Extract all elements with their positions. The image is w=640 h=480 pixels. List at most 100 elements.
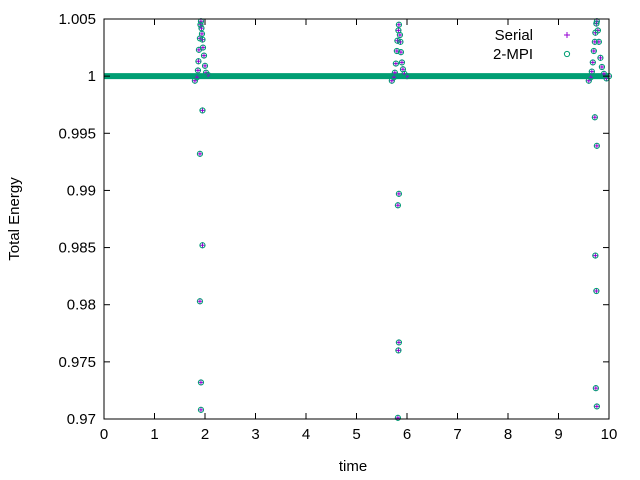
serial-point (590, 48, 597, 54)
mpi-point (197, 406, 205, 413)
y-tick-label: 0.995 (58, 125, 96, 142)
x-tick-label: 6 (403, 426, 411, 443)
y-tick-label: 0.98 (67, 297, 96, 314)
mpi-point (594, 27, 601, 34)
mpi-point (593, 20, 600, 27)
serial-point (196, 298, 203, 305)
serial-point (597, 54, 604, 61)
serial-point (593, 288, 600, 294)
legend-label-serial: Serial (495, 27, 533, 44)
x-axis-label: time (339, 458, 367, 475)
mpi-point (590, 47, 597, 55)
mpi-point (397, 49, 405, 56)
y-tick-label: 0.985 (58, 240, 96, 257)
mpi-point (204, 71, 212, 79)
mpi-point (197, 379, 205, 386)
serial-point (595, 38, 602, 45)
mpi-point (196, 298, 204, 305)
serial-point (588, 68, 595, 75)
y-tick-label: 1.005 (58, 11, 96, 28)
legend-markers (563, 32, 571, 58)
mpi-point (393, 47, 400, 55)
mpi-point (195, 58, 202, 65)
y-tick-label: 0.975 (58, 354, 96, 371)
serial-point (198, 25, 205, 32)
mpi-point (199, 107, 206, 114)
mpi-point (588, 68, 595, 75)
mpi-point (597, 54, 604, 61)
serial-point (395, 339, 402, 346)
mpi-point (194, 67, 202, 74)
serial-point (200, 52, 207, 59)
mpi-point (199, 44, 207, 51)
mpi-point (592, 385, 599, 392)
axis-ticks: 0 1 2 3 4 5 6 7 8 9 10 0.97 0.975 0.98 0.985 0.99 0.995 1… (58, 11, 617, 443)
mpi-point (196, 150, 204, 157)
mpi-point (395, 190, 403, 197)
serial-point (196, 150, 203, 157)
serial-point (394, 414, 401, 421)
mpi-point (595, 38, 603, 45)
y-tick-label: 1 (88, 68, 96, 85)
mpi-point (398, 59, 406, 66)
x-tick-label: 2 (201, 426, 209, 443)
mpi-point (395, 21, 403, 28)
serial-point (197, 21, 204, 28)
mpi-point (593, 287, 600, 295)
x-tick-label: 10 (601, 426, 618, 443)
y-axis-label: Total Energy (6, 177, 23, 261)
x-tick-label: 9 (554, 426, 562, 443)
x-tick-label: 1 (150, 426, 158, 443)
x-tick-label: 5 (352, 426, 360, 443)
mpi-point (198, 25, 205, 32)
x-tick-label: 8 (504, 426, 512, 443)
mpi-point (394, 37, 401, 44)
legend-label-2-mpi: 2-MPI (493, 46, 533, 63)
serial-point (592, 385, 599, 392)
mpi-point (395, 347, 402, 354)
x-tick-label: 7 (453, 426, 461, 443)
serial-point (197, 379, 204, 386)
mpi-point (396, 31, 404, 39)
mpi-point (589, 59, 596, 66)
mpi-point (391, 69, 398, 76)
serial-point (195, 58, 202, 65)
serial-point (198, 30, 205, 37)
mpi-point (592, 252, 599, 259)
serial-point (395, 21, 402, 28)
mpi-point (397, 38, 404, 45)
y-tick-label: 0.97 (67, 411, 96, 428)
y-tick-label: 0.99 (67, 182, 96, 199)
serial-point (398, 59, 405, 66)
mpi-point (200, 52, 208, 59)
data-points (191, 18, 613, 421)
serial-point (395, 347, 402, 354)
mpi-point (193, 74, 201, 81)
serial-point (199, 242, 206, 249)
serial-point (593, 142, 600, 149)
legend-marker-2-mpi (563, 50, 571, 58)
serial-point (202, 62, 208, 69)
serial-point (598, 64, 605, 70)
mpi-point (392, 60, 399, 67)
mpi-point (591, 114, 598, 121)
mpi-point (199, 36, 206, 43)
serial-point (395, 190, 402, 197)
mpi-point (394, 202, 402, 209)
serial-point (194, 67, 201, 74)
mpi-point (394, 414, 402, 421)
mpi-point (197, 21, 204, 28)
mpi-point (593, 142, 600, 149)
serial-point (197, 406, 204, 413)
legend: Serial 2-MPI (493, 27, 571, 63)
serial-point (394, 37, 401, 44)
serial-point (591, 114, 598, 121)
mpi-point (403, 73, 411, 80)
serial-point (589, 59, 596, 66)
x-tick-label: 4 (302, 426, 310, 443)
serial-point (592, 252, 599, 259)
mpi-point (201, 62, 209, 69)
mpi-point (598, 63, 606, 71)
mpi-point (591, 38, 598, 45)
